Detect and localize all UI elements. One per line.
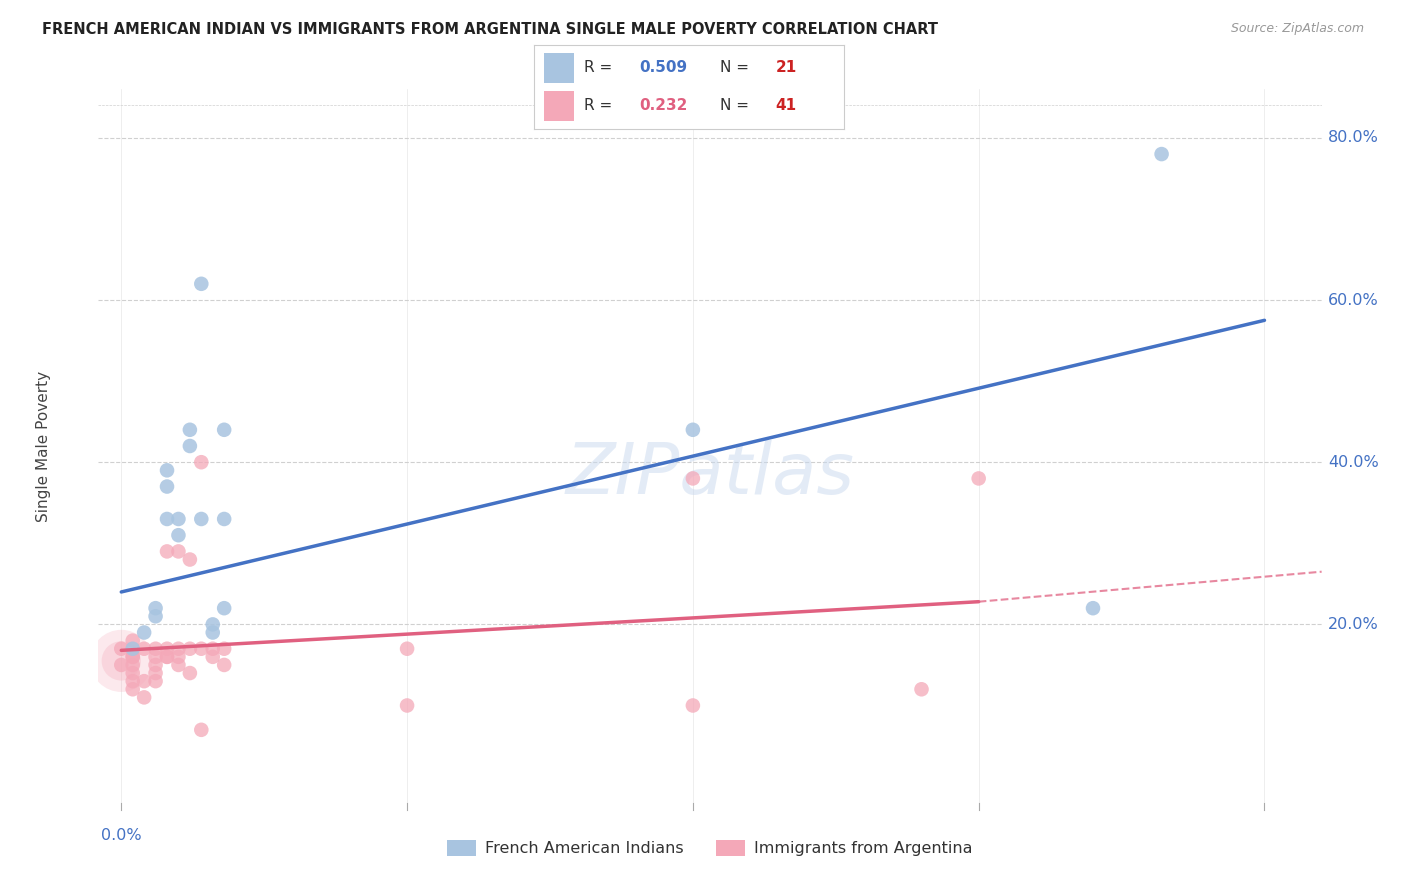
Text: 0.232: 0.232: [640, 98, 688, 112]
Point: [1081, 601, 1104, 615]
Point: [167, 649, 190, 664]
Point: [110, 654, 132, 668]
Point: [682, 471, 704, 485]
Point: [190, 512, 212, 526]
Point: [167, 512, 190, 526]
Point: [212, 512, 235, 526]
Point: [121, 666, 143, 681]
Point: [682, 423, 704, 437]
Point: [134, 641, 156, 656]
Point: [121, 633, 143, 648]
Point: [212, 657, 235, 672]
Text: R =: R =: [583, 61, 617, 76]
Text: 80.0%: 80.0%: [1327, 130, 1379, 145]
Point: [179, 423, 201, 437]
Point: [190, 641, 212, 656]
Point: [156, 463, 179, 477]
Point: [910, 682, 932, 697]
Point: [145, 666, 167, 681]
Point: [156, 544, 179, 558]
Point: [396, 698, 419, 713]
Text: N =: N =: [720, 98, 754, 112]
Point: [179, 439, 201, 453]
Point: [156, 512, 179, 526]
Point: [156, 641, 179, 656]
Point: [201, 641, 224, 656]
Point: [190, 277, 212, 291]
Text: 0.509: 0.509: [640, 61, 688, 76]
Point: [145, 649, 167, 664]
Text: FRENCH AMERICAN INDIAN VS IMMIGRANTS FROM ARGENTINA SINGLE MALE POVERTY CORRELAT: FRENCH AMERICAN INDIAN VS IMMIGRANTS FRO…: [42, 22, 938, 37]
Point: [121, 674, 143, 689]
Text: 20.0%: 20.0%: [1327, 617, 1378, 632]
Point: [110, 654, 132, 668]
Point: [156, 479, 179, 493]
Point: [110, 657, 132, 672]
Point: [179, 641, 201, 656]
Point: [167, 544, 190, 558]
Point: [145, 674, 167, 689]
Text: R =: R =: [583, 98, 617, 112]
Bar: [544, 54, 575, 83]
Point: [1150, 147, 1173, 161]
Point: [145, 609, 167, 624]
Point: [201, 617, 224, 632]
Point: [190, 455, 212, 469]
Text: 40.0%: 40.0%: [1327, 455, 1378, 470]
Text: N =: N =: [720, 61, 754, 76]
Point: [167, 657, 190, 672]
Point: [167, 528, 190, 542]
Point: [156, 649, 179, 664]
Point: [121, 649, 143, 664]
Point: [145, 657, 167, 672]
Point: [145, 641, 167, 656]
Text: Source: ZipAtlas.com: Source: ZipAtlas.com: [1230, 22, 1364, 36]
Text: Single Male Poverty: Single Male Poverty: [37, 370, 51, 522]
Text: 0.0%: 0.0%: [101, 828, 142, 843]
Point: [201, 649, 224, 664]
Point: [201, 625, 224, 640]
Point: [134, 674, 156, 689]
Point: [134, 690, 156, 705]
Point: [156, 649, 179, 664]
Point: [179, 666, 201, 681]
Text: 41: 41: [776, 98, 797, 112]
Point: [121, 649, 143, 664]
Point: [179, 552, 201, 566]
Point: [121, 682, 143, 697]
Point: [212, 641, 235, 656]
Text: 60.0%: 60.0%: [1327, 293, 1378, 308]
Point: [212, 423, 235, 437]
Point: [134, 625, 156, 640]
Point: [110, 641, 132, 656]
Point: [396, 641, 419, 656]
Text: ZIPatlas: ZIPatlas: [565, 440, 855, 509]
Point: [121, 641, 143, 656]
Point: [967, 471, 990, 485]
Text: 21: 21: [776, 61, 797, 76]
Bar: [544, 91, 575, 120]
Point: [190, 723, 212, 737]
Point: [212, 601, 235, 615]
Point: [682, 698, 704, 713]
Point: [167, 641, 190, 656]
Point: [121, 657, 143, 672]
Point: [145, 601, 167, 615]
Legend: French American Indians, Immigrants from Argentina: French American Indians, Immigrants from…: [440, 833, 980, 863]
